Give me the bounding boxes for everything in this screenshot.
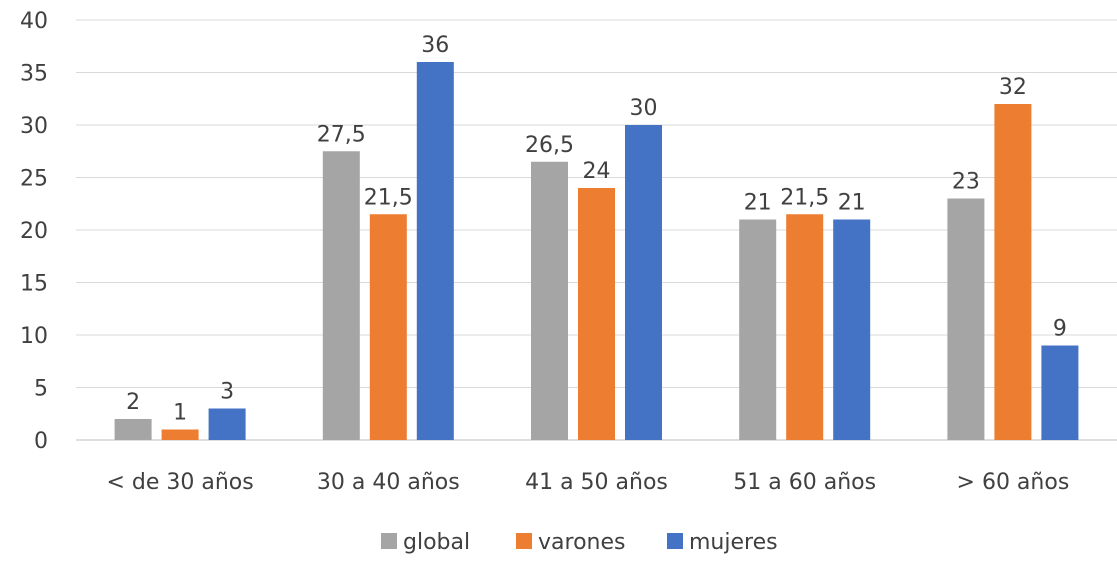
data-label: 23 — [952, 170, 980, 195]
bar-mujeres — [416, 62, 454, 440]
bar-varones — [786, 214, 824, 440]
y-tick-label: 0 — [34, 429, 48, 454]
data-label: 36 — [421, 33, 449, 58]
x-category-label: < de 30 años — [106, 470, 253, 495]
bar-mujeres — [1041, 345, 1079, 440]
y-tick-label: 35 — [20, 62, 48, 87]
y-tick-label: 25 — [20, 167, 48, 192]
data-label: 21,5 — [780, 185, 829, 210]
legend-swatch-varones — [516, 533, 532, 549]
data-label: 24 — [583, 159, 611, 184]
y-tick-label: 5 — [34, 377, 48, 402]
bar-global — [114, 419, 152, 440]
bar-global — [322, 151, 360, 440]
data-label: 2 — [126, 390, 140, 415]
x-category-label: 30 a 40 años — [317, 470, 460, 495]
legend: global varones mujeres — [381, 530, 778, 555]
y-axis-ticks: 0 5 10 15 20 25 30 35 40 — [20, 9, 48, 454]
data-label: 9 — [1053, 317, 1067, 342]
y-tick-label: 30 — [20, 114, 48, 139]
bar-mujeres — [833, 219, 871, 440]
x-category-label: 41 a 50 años — [525, 470, 668, 495]
bar-varones — [369, 214, 407, 440]
data-label: 30 — [630, 96, 658, 121]
data-label: 21 — [744, 191, 772, 216]
legend-label: varones — [538, 530, 625, 555]
bar-varones — [161, 429, 199, 440]
legend-label: mujeres — [689, 530, 778, 555]
x-category-label: 51 a 60 años — [733, 470, 876, 495]
y-tick-label: 15 — [20, 272, 48, 297]
bars — [114, 62, 1079, 440]
data-label: 32 — [999, 75, 1027, 100]
bar-mujeres — [625, 125, 662, 440]
data-label: 21,5 — [364, 185, 413, 210]
x-category-label: > 60 años — [957, 470, 1070, 495]
bar-varones — [578, 188, 615, 440]
legend-swatch-mujeres — [667, 533, 683, 549]
data-label: 26,5 — [525, 133, 574, 158]
data-label: 27,5 — [317, 122, 366, 147]
bar-varones — [994, 104, 1032, 440]
bar-global — [531, 161, 568, 440]
data-label: 1 — [173, 401, 187, 426]
bar-mujeres — [208, 408, 246, 440]
legend-swatch-global — [381, 533, 397, 549]
x-axis-categories: < de 30 años 30 a 40 años 41 a 50 años 51 a… — [106, 470, 1069, 495]
data-label: 21 — [838, 191, 866, 216]
y-tick-label: 10 — [20, 324, 48, 349]
y-tick-label: 40 — [20, 9, 48, 34]
y-tick-label: 20 — [20, 219, 48, 244]
bar-global — [739, 219, 777, 440]
bar-global — [947, 198, 985, 440]
legend-label: global — [403, 530, 470, 555]
data-label: 3 — [220, 380, 234, 405]
